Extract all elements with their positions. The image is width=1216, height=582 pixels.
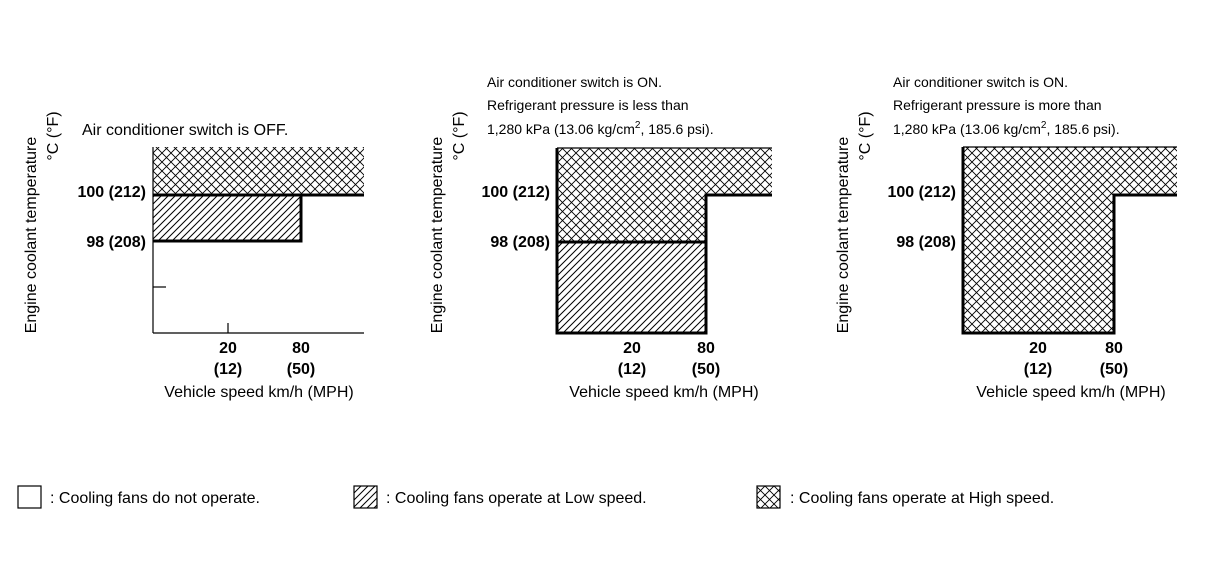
y-axis-unit: °C (°F) xyxy=(857,111,874,160)
y-axis-unit: °C (°F) xyxy=(45,111,62,160)
y-tick-98: 98 (208) xyxy=(86,234,146,251)
y-tick-98: 98 (208) xyxy=(896,234,956,251)
x-tick-80-mph: (50) xyxy=(692,361,720,378)
y-tick-100: 100 (212) xyxy=(888,184,957,201)
legend-swatch-low xyxy=(353,485,378,509)
chart-frame xyxy=(961,147,1177,335)
panel-ac-on-high-pressure: Engine coolant temperature °C (°F) Air c… xyxy=(835,74,1177,401)
x-tick-20-mph: (12) xyxy=(1024,361,1052,378)
y-axis-label: Engine coolant temperature xyxy=(835,137,852,334)
legend-label-off: : Cooling fans do not operate. xyxy=(50,490,260,507)
x-tick-80-mph: (50) xyxy=(287,361,315,378)
legend-swatch-off xyxy=(17,485,42,509)
panel-ac-on-low-pressure: Engine coolant temperature °C (°F) Air c… xyxy=(429,74,772,401)
high-speed-region xyxy=(153,147,364,195)
x-axis-label: Vehicle speed km/h (MPH) xyxy=(164,384,353,401)
low-speed-region xyxy=(153,195,301,241)
panel-note-line-1: Air conditioner switch is ON. xyxy=(487,74,662,90)
panel-note-line-3: 1,280 kPa (13.06 kg/cm2, 185.6 psi). xyxy=(893,120,1120,137)
panel-ac-off: Engine coolant temperature °C (°F) Air c… xyxy=(23,111,364,401)
y-axis-label: Engine coolant temperature xyxy=(23,137,40,334)
y-axis-label: Engine coolant temperature xyxy=(429,137,446,334)
panel-note-line-2: Refrigerant pressure is more than xyxy=(893,97,1102,113)
x-tick-20-mph: (12) xyxy=(214,361,242,378)
legend-label-high: : Cooling fans operate at High speed. xyxy=(790,490,1054,507)
legend-label-low: : Cooling fans operate at Low speed. xyxy=(386,490,647,507)
x-axis-label: Vehicle speed km/h (MPH) xyxy=(976,384,1165,401)
x-tick-20: 20 xyxy=(1029,340,1047,357)
y-tick-100: 100 (212) xyxy=(482,184,551,201)
panel-note-line-2: Refrigerant pressure is less than xyxy=(487,97,689,113)
x-tick-80-mph: (50) xyxy=(1100,361,1128,378)
y-tick-98: 98 (208) xyxy=(490,234,550,251)
x-tick-80: 80 xyxy=(292,340,310,357)
x-axis-label: Vehicle speed km/h (MPH) xyxy=(569,384,758,401)
boundary-98 xyxy=(153,195,303,243)
x-tick-80: 80 xyxy=(1105,340,1123,357)
panel-note-line-3: 1,280 kPa (13.06 kg/cm2, 185.6 psi). xyxy=(487,120,714,137)
panel-note-line-1: Air conditioner switch is ON. xyxy=(893,74,1068,90)
y-tick-100: 100 (212) xyxy=(78,184,147,201)
high-speed-region xyxy=(963,147,1177,333)
y-axis-unit: °C (°F) xyxy=(451,111,468,160)
x-tick-80: 80 xyxy=(697,340,715,357)
panel-note-line-1: Air conditioner switch is OFF. xyxy=(82,122,288,139)
low-speed-region xyxy=(557,242,706,333)
legend-swatch-high xyxy=(756,485,781,509)
x-tick-20: 20 xyxy=(219,340,237,357)
x-tick-20-mph: (12) xyxy=(618,361,646,378)
chart-frame xyxy=(555,148,772,335)
x-tick-20: 20 xyxy=(623,340,641,357)
legend: : Cooling fans do not operate. : Cooling… xyxy=(17,485,1054,509)
high-speed-region xyxy=(557,148,772,242)
